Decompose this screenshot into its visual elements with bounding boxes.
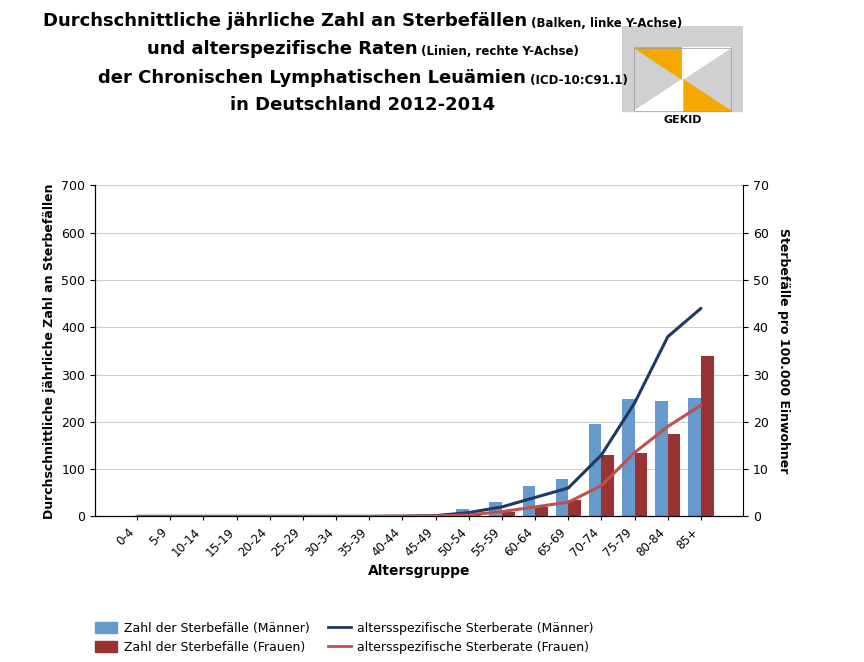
Bar (502, 512, 515, 516)
Bar (634, 48, 731, 111)
Bar (535, 507, 548, 516)
Polygon shape (683, 79, 731, 111)
Bar (456, 509, 469, 516)
Text: der Chronischen Lymphatischen Leuämien: der Chronischen Lymphatischen Leuämien (98, 70, 526, 87)
Polygon shape (683, 48, 731, 79)
Text: GEKID: GEKID (664, 115, 702, 124)
Legend: Zahl der Sterbefälle (Männer), Zahl der Sterbefälle (Frauen), altersspezifische : Zahl der Sterbefälle (Männer), Zahl der … (95, 622, 594, 654)
Polygon shape (634, 48, 683, 79)
Bar (523, 486, 535, 516)
Text: in Deutschland 2012-2014: in Deutschland 2012-2014 (231, 96, 495, 114)
Bar (655, 401, 668, 516)
Text: (Balken, linke Y-Achse): (Balken, linke Y-Achse) (527, 17, 683, 30)
Text: und alterspezifische Raten: und alterspezifische Raten (147, 40, 417, 58)
Bar (489, 502, 502, 516)
X-axis label: Altersgruppe: Altersgruppe (368, 564, 470, 579)
Text: Durchschnittliche jährliche Zahl an Sterbefällen: Durchschnittliche jährliche Zahl an Ster… (43, 12, 527, 30)
Bar (601, 455, 614, 516)
Bar (635, 453, 647, 516)
Bar (589, 424, 601, 516)
Text: (ICD-10:C91.1): (ICD-10:C91.1) (526, 74, 628, 87)
Bar (622, 26, 743, 111)
Bar (569, 500, 581, 516)
Polygon shape (634, 79, 683, 111)
Y-axis label: Durchschnittliche jährliche Zahl an Sterbefällen: Durchschnittliche jährliche Zahl an Ster… (42, 183, 56, 518)
Bar (622, 399, 635, 516)
Bar (556, 479, 569, 516)
Bar (469, 515, 481, 516)
Bar (689, 398, 701, 516)
Bar (701, 355, 714, 516)
Text: (Linien, rechte Y-Achse): (Linien, rechte Y-Achse) (417, 45, 579, 58)
Bar (668, 434, 681, 516)
Y-axis label: Sterbefälle pro 100.000 Einwohner: Sterbefälle pro 100.000 Einwohner (777, 228, 790, 473)
